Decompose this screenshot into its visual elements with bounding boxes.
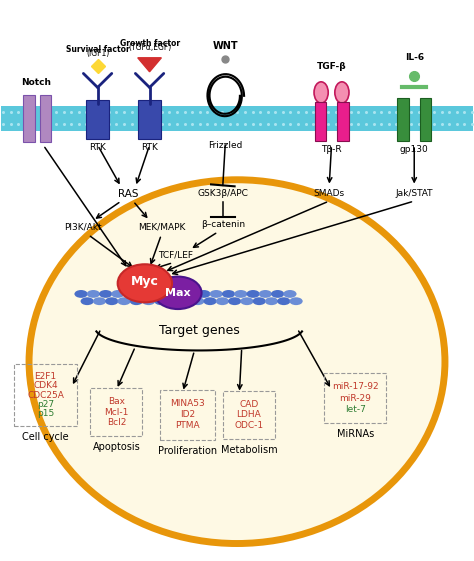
Text: miR-17-92: miR-17-92 xyxy=(332,383,378,392)
Ellipse shape xyxy=(185,290,198,298)
Ellipse shape xyxy=(155,297,167,305)
Text: TCF/LEF: TCF/LEF xyxy=(158,251,193,260)
Ellipse shape xyxy=(203,297,217,305)
Ellipse shape xyxy=(216,297,229,305)
Text: Mcl-1: Mcl-1 xyxy=(104,407,128,416)
Text: LDHA: LDHA xyxy=(237,410,261,419)
Text: WNT: WNT xyxy=(212,41,238,51)
Text: Metabolism: Metabolism xyxy=(220,445,277,455)
Text: PTMA: PTMA xyxy=(175,421,200,430)
Text: SMADs: SMADs xyxy=(314,189,345,198)
Ellipse shape xyxy=(253,297,266,305)
FancyBboxPatch shape xyxy=(315,102,326,141)
Ellipse shape xyxy=(136,290,149,298)
Text: Frizzled: Frizzled xyxy=(208,141,242,150)
Text: RAS: RAS xyxy=(118,188,138,199)
Ellipse shape xyxy=(259,290,272,298)
Ellipse shape xyxy=(166,297,180,305)
Text: Bax: Bax xyxy=(108,397,125,406)
Text: Target genes: Target genes xyxy=(159,324,239,337)
Ellipse shape xyxy=(160,290,173,298)
Text: ID2: ID2 xyxy=(180,410,195,419)
Ellipse shape xyxy=(74,290,88,298)
Polygon shape xyxy=(138,58,161,72)
Ellipse shape xyxy=(93,297,106,305)
Text: miR-29: miR-29 xyxy=(339,393,371,403)
Ellipse shape xyxy=(335,82,349,103)
Text: Apoptosis: Apoptosis xyxy=(92,442,140,452)
Ellipse shape xyxy=(81,297,94,305)
Ellipse shape xyxy=(271,290,284,298)
Text: (TGFα,EGF): (TGFα,EGF) xyxy=(128,43,171,52)
Ellipse shape xyxy=(240,297,254,305)
Text: (IGF1): (IGF1) xyxy=(86,49,109,58)
Ellipse shape xyxy=(148,290,161,298)
FancyBboxPatch shape xyxy=(138,100,161,139)
Ellipse shape xyxy=(222,290,235,298)
Ellipse shape xyxy=(155,277,201,309)
Ellipse shape xyxy=(118,297,131,305)
Ellipse shape xyxy=(234,290,247,298)
Ellipse shape xyxy=(99,290,112,298)
FancyBboxPatch shape xyxy=(86,100,109,139)
Text: Jak/STAT: Jak/STAT xyxy=(395,189,433,198)
Text: Survival factor: Survival factor xyxy=(66,45,129,54)
FancyBboxPatch shape xyxy=(397,98,409,141)
Text: CAD: CAD xyxy=(239,400,258,409)
Ellipse shape xyxy=(290,297,303,305)
Text: let-7: let-7 xyxy=(345,404,365,413)
Text: TGF-β: TGF-β xyxy=(317,62,346,71)
Text: p27: p27 xyxy=(37,400,54,409)
Ellipse shape xyxy=(314,82,328,103)
Text: PI3K/Akt: PI3K/Akt xyxy=(64,223,102,232)
Ellipse shape xyxy=(173,290,186,298)
Bar xyxy=(0,118,474,131)
Text: MINA53: MINA53 xyxy=(170,399,205,408)
Ellipse shape xyxy=(191,297,204,305)
Text: Tβ-R: Tβ-R xyxy=(321,145,342,154)
Text: CDC25A: CDC25A xyxy=(27,390,64,400)
FancyBboxPatch shape xyxy=(40,95,51,142)
Ellipse shape xyxy=(142,297,155,305)
Ellipse shape xyxy=(29,180,445,544)
Text: Bcl2: Bcl2 xyxy=(107,418,126,427)
Text: β–catenin: β–catenin xyxy=(201,220,245,229)
FancyBboxPatch shape xyxy=(420,98,431,141)
FancyBboxPatch shape xyxy=(23,95,35,142)
Ellipse shape xyxy=(277,297,291,305)
Text: gp130: gp130 xyxy=(400,145,428,154)
Ellipse shape xyxy=(210,290,223,298)
Text: MiRNAs: MiRNAs xyxy=(337,429,374,439)
Text: RTK: RTK xyxy=(89,144,106,153)
Ellipse shape xyxy=(283,290,297,298)
Ellipse shape xyxy=(228,297,241,305)
Text: Proliferation: Proliferation xyxy=(158,446,217,456)
FancyBboxPatch shape xyxy=(337,102,348,141)
Ellipse shape xyxy=(246,290,260,298)
Ellipse shape xyxy=(265,297,278,305)
Text: Notch: Notch xyxy=(21,79,51,88)
Text: p15: p15 xyxy=(37,410,54,419)
Text: RTK: RTK xyxy=(141,144,158,153)
Text: MEK/MAPK: MEK/MAPK xyxy=(137,223,185,232)
Text: ODC-1: ODC-1 xyxy=(234,421,264,430)
Ellipse shape xyxy=(118,264,172,302)
Ellipse shape xyxy=(105,297,118,305)
Text: Max: Max xyxy=(165,288,191,298)
Text: E2F1: E2F1 xyxy=(35,372,57,381)
Ellipse shape xyxy=(179,297,192,305)
Ellipse shape xyxy=(124,290,137,298)
Text: IL-6: IL-6 xyxy=(405,53,424,62)
Text: Myc: Myc xyxy=(131,275,159,288)
Text: CDK4: CDK4 xyxy=(33,381,58,390)
Ellipse shape xyxy=(111,290,125,298)
Ellipse shape xyxy=(87,290,100,298)
Ellipse shape xyxy=(197,290,210,298)
Ellipse shape xyxy=(130,297,143,305)
Text: Growth factor: Growth factor xyxy=(119,39,180,48)
Text: GSK3β/APC: GSK3β/APC xyxy=(197,189,248,198)
Bar xyxy=(0,106,474,118)
Text: Cell cycle: Cell cycle xyxy=(22,432,69,442)
